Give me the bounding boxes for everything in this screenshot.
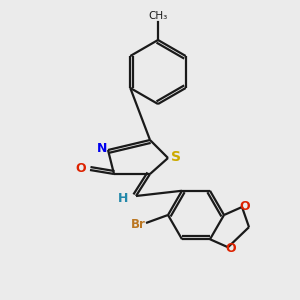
Text: N: N bbox=[97, 142, 107, 154]
Text: O: O bbox=[226, 242, 236, 255]
Text: Br: Br bbox=[130, 218, 146, 232]
Text: H: H bbox=[118, 193, 128, 206]
Text: S: S bbox=[171, 150, 181, 164]
Text: CH₃: CH₃ bbox=[148, 11, 168, 21]
Text: O: O bbox=[76, 163, 86, 176]
Text: O: O bbox=[240, 200, 250, 212]
